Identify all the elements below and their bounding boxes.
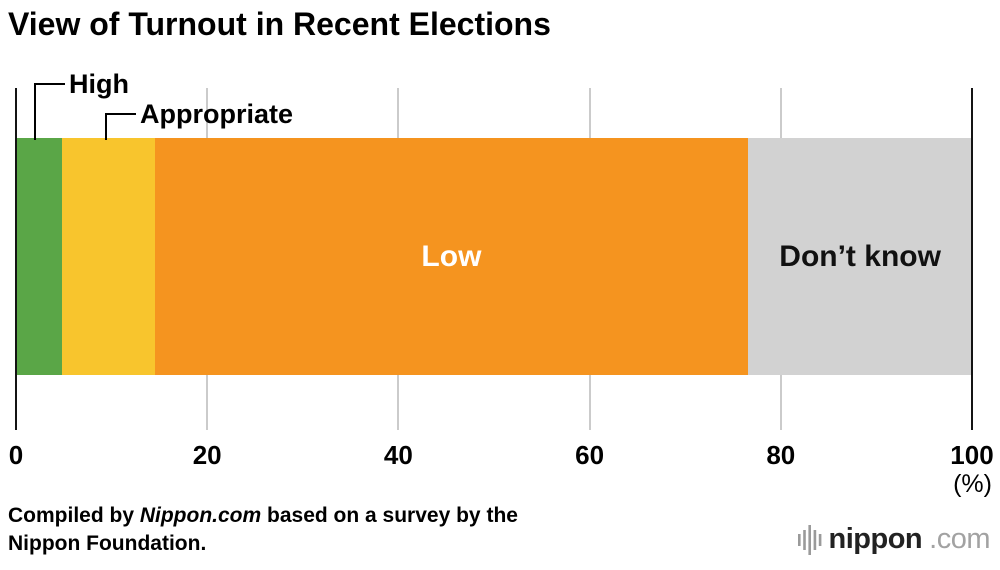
x-tick-label: 0 [8, 440, 24, 470]
credit-source: Nippon.com [139, 504, 262, 527]
x-tick-label: 100 [950, 440, 994, 470]
appropriate-callout-line-horizontal [105, 113, 136, 115]
x-tick-label: 20 [192, 440, 222, 470]
credit-line2: Nippon Foundation. [8, 531, 207, 555]
bar-segment-appropriate [61, 138, 155, 375]
logo-suffix: .com [929, 523, 990, 555]
segment-label: Don’t know [779, 239, 941, 273]
nippon-com-logo: nippon .com [797, 523, 990, 556]
segment-label-high: High [69, 69, 129, 99]
high-callout-line-horizontal [34, 83, 65, 85]
segment-label-appropriate: Appropriate [140, 99, 294, 129]
x-tick-label: 80 [766, 440, 796, 470]
bar-segment-low: Low [154, 138, 749, 375]
chart-title: View of Turnout in Recent Elections [8, 6, 551, 42]
appropriate-callout-line-vertical [105, 113, 107, 140]
segment-label: Low [421, 239, 482, 273]
axis-line [15, 88, 17, 430]
x-tick-label: 40 [383, 440, 413, 470]
x-axis-unit-label: (%) [953, 470, 992, 498]
logo-name: nippon [828, 523, 923, 555]
source-credit: Compiled by Nippon.com based on a survey… [8, 502, 518, 557]
soundwave-icon [797, 524, 821, 555]
axis-line [971, 88, 973, 430]
plot-area: Low Don’t know 0 20 40 60 80 100 [9, 88, 994, 470]
credit-suffix: based on a survey by the [261, 504, 518, 527]
high-callout-line-vertical [34, 83, 36, 140]
stacked-bar: Low Don’t know [16, 138, 972, 375]
x-tick-label: 60 [575, 440, 605, 470]
bar-segment-high [16, 138, 62, 375]
bar-segment-don-t-know: Don’t know [748, 138, 972, 375]
credit-prefix: Compiled by [8, 504, 140, 527]
